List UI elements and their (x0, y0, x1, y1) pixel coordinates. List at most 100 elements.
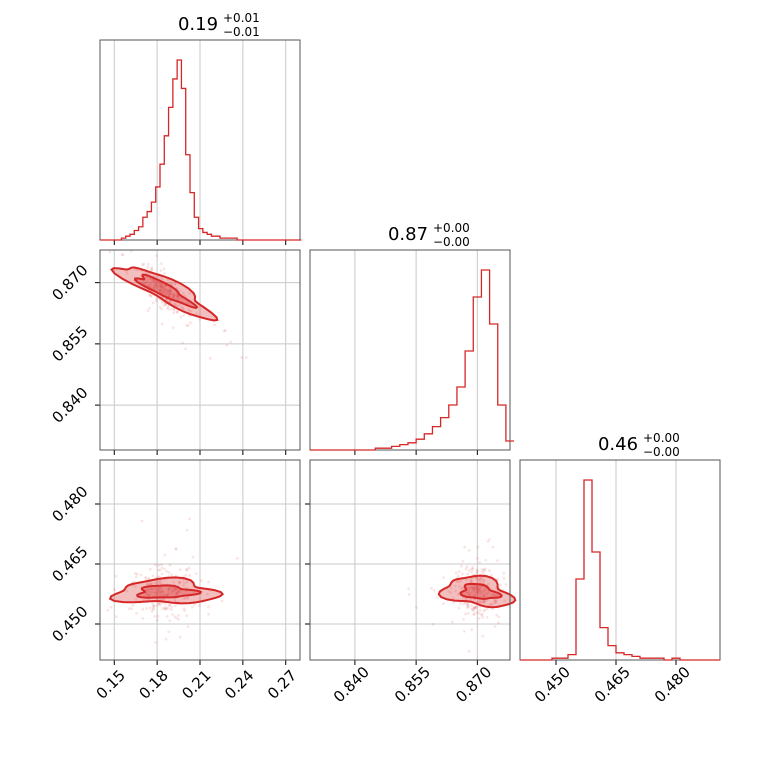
x1-vs-x2-point-25 (177, 296, 181, 300)
x1-vs-x2-point-120 (160, 262, 163, 265)
x1-vs-x3-point-80 (94, 592, 97, 595)
x1-vs-x3-point-157 (177, 589, 181, 592)
x1-vs-x2-point-202 (172, 293, 175, 297)
x1-vs-x3-point-154 (131, 603, 135, 607)
x2-vs-x3-point-200 (470, 590, 474, 594)
x2-vs-x3-point-251 (449, 591, 453, 594)
panel-diag-2 (309, 249, 515, 455)
x2-vs-x3-point-64 (471, 567, 475, 571)
x1-vs-x3-point-26 (141, 607, 145, 611)
x1-vs-x3-point-198 (165, 593, 169, 597)
x2-vs-x3-point-50 (476, 590, 480, 593)
x2-vs-x3-point-196 (476, 588, 480, 591)
x1-vs-x2-point-10 (168, 289, 172, 293)
x1-vs-x3-point-71 (139, 573, 143, 577)
title-diag-1-value: 0.19 (178, 14, 218, 35)
x2-vs-x3-point-59 (431, 623, 435, 626)
x1-vs-x3-point-88 (167, 630, 171, 634)
x2-vs-x3-xticklabel-0: 0.840 (330, 663, 373, 706)
x1-vs-x2-point-4 (158, 282, 162, 286)
x2-vs-x3-point-43 (456, 592, 460, 596)
x2-vs-x3-point-222 (485, 607, 489, 611)
x1-vs-x3-point-140 (134, 575, 138, 579)
x1-vs-x3-point-126 (174, 587, 178, 591)
x1-vs-x2-point-258 (167, 292, 171, 295)
x1-vs-x3-point-254 (157, 581, 161, 584)
title-diag-1-minus: −0.01 (223, 25, 260, 39)
x1-vs-x3-point-105 (109, 605, 113, 609)
x1-vs-x2-point-55 (173, 293, 177, 297)
x2-vs-x3-point-48 (483, 608, 487, 612)
x1-vs-x3-point-226 (127, 607, 131, 610)
x1-vs-x3-point-209 (172, 580, 175, 584)
x1-vs-x3-point-54 (152, 607, 156, 610)
x1-vs-x2-point-208 (162, 288, 166, 292)
x1-vs-x2-point-161 (184, 294, 187, 298)
x1-vs-x3-point-20 (125, 589, 129, 593)
x1-vs-x3-point-111 (144, 593, 148, 597)
x2-vs-x3-point-61 (450, 620, 454, 624)
x1-vs-x3-point-132 (147, 589, 151, 592)
x1-vs-x2-point-15 (87, 229, 90, 232)
x2-vs-x3-point-204 (407, 587, 411, 591)
x1-vs-x3-point-74 (191, 555, 195, 559)
x1-vs-x3-point-93 (170, 605, 174, 609)
x2-vs-x3-contour-0 (437, 574, 517, 609)
x1-vs-x3-point-31 (172, 589, 176, 593)
x1-vs-x2-point-133 (152, 284, 156, 287)
x1-vs-x2-point-132 (100, 190, 103, 193)
x1-vs-x3-point-178 (133, 585, 137, 588)
x2-vs-x3-point-180 (475, 568, 479, 572)
x1-vs-x3-point-106 (114, 615, 118, 619)
x1-vs-x2-point-226 (160, 307, 164, 311)
x2-vs-x3-point-96 (491, 602, 495, 606)
x2-vs-x3-point-172 (449, 586, 453, 590)
x1-vs-x2-point-224 (165, 288, 169, 292)
x1-vs-x2-point-174 (164, 302, 168, 306)
x1-vs-x3-point-72 (163, 607, 167, 610)
x2-vs-x3-point-188 (467, 605, 471, 609)
x1-vs-x3-point-47 (147, 593, 151, 597)
x2-vs-x3-point-53 (478, 576, 482, 579)
x2-vs-x3-point-231 (482, 578, 486, 582)
x2-vs-x3-point-37 (476, 587, 480, 590)
x1-vs-x2-point-110 (158, 289, 162, 293)
x1-vs-x2-point-158 (166, 307, 170, 311)
x1-vs-x2-point-61 (150, 268, 154, 271)
x1-vs-x3-xticklabel-0: 0.15 (93, 666, 129, 702)
x1-vs-x3-frame (99, 459, 301, 661)
x1-vs-x2-point-173 (143, 282, 147, 286)
x2-vs-x3-point-141 (495, 613, 499, 617)
x2-vs-x3-point-104 (481, 600, 485, 604)
x1-vs-x2-point-152 (166, 289, 170, 293)
x2-vs-x3-point-246 (466, 588, 470, 591)
x2-vs-x3-point-31 (478, 577, 482, 581)
x1-vs-x3-point-58 (187, 566, 191, 570)
x1-vs-x2-point-186 (172, 296, 176, 300)
x2-vs-x3-point-14 (454, 589, 457, 593)
x1-vs-x2-point-12 (125, 271, 129, 275)
x1-vs-x2-point-7 (162, 267, 166, 271)
x1-vs-x3-point-22 (175, 591, 179, 595)
x2-vs-x3-point-111 (496, 578, 500, 582)
x1-vs-x3-point-250 (183, 596, 187, 600)
x1-vs-x2-point-39 (162, 289, 166, 293)
x1-vs-x3-point-51 (167, 589, 171, 593)
x1-vs-x3-point-56 (146, 588, 149, 592)
x1-vs-x3-point-238 (173, 604, 177, 608)
x2-vs-x3-point-181 (467, 593, 471, 596)
x2-vs-x3-point-120 (481, 600, 485, 604)
x1-vs-x2-point-206 (175, 310, 179, 314)
x2-vs-x3-point-23 (442, 602, 445, 605)
x1-vs-x3-point-232 (185, 528, 189, 532)
x1-vs-x3-point-199 (153, 615, 157, 618)
x1-vs-x2-point-143 (158, 283, 162, 286)
x1-vs-x2-point-180 (178, 289, 182, 293)
panel-x2-vs-x3: 0.840 0.855 0.870 (305, 459, 517, 706)
x1-vs-x3-point-91 (182, 584, 186, 587)
x1-vs-x2-point-241 (146, 309, 150, 313)
x1-vs-x2-point-159 (229, 340, 233, 344)
x1-vs-x2-point-213 (158, 287, 162, 291)
x1-vs-x2-point-195 (167, 288, 171, 292)
x1-vs-x2-point-183 (162, 286, 165, 289)
